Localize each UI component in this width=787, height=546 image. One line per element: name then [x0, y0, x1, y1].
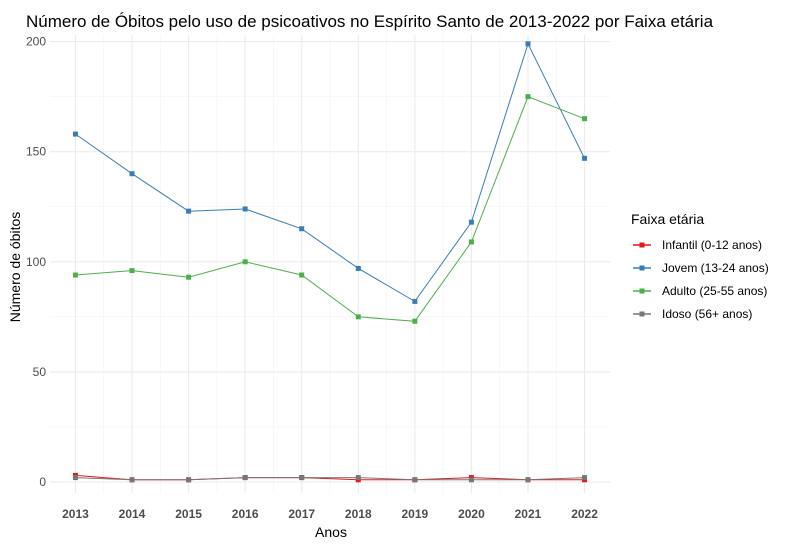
data-point [412, 318, 418, 324]
data-point [242, 475, 248, 481]
data-point [525, 41, 531, 47]
chart-title: Número de Óbitos pelo uso de psicoativos… [26, 12, 714, 31]
data-point [129, 477, 135, 483]
x-tick-label: 2020 [458, 507, 485, 521]
grid [50, 35, 610, 493]
data-point [299, 226, 305, 232]
x-tick-label: 2013 [62, 507, 89, 521]
y-tick-label: 0 [39, 475, 46, 489]
legend-key-marker [639, 265, 645, 271]
data-point [72, 272, 78, 278]
data-point [582, 475, 588, 481]
y-axis-title: Número de óbitos [7, 212, 23, 323]
y-tick-label: 200 [26, 35, 46, 49]
data-point [72, 475, 78, 481]
data-point [242, 206, 248, 212]
y-tick-label: 50 [33, 365, 47, 379]
legend-label: Idoso (56+ anos) [662, 307, 752, 321]
data-point [186, 274, 192, 280]
series-line [75, 42, 585, 303]
legend: Faixa etária Infantil (0-12 anos) Jovem (… [631, 211, 769, 321]
legend-label: Infantil (0-12 anos) [662, 238, 762, 252]
data-point [129, 268, 135, 274]
data-point [355, 265, 361, 271]
data-point [582, 155, 588, 161]
x-tick-label: 2014 [119, 507, 146, 521]
x-axis-ticks: 2013 2014 2015 2016 2017 2018 2019 2020 2021 2022 [62, 507, 598, 521]
x-axis-title: Anos [315, 524, 347, 540]
y-axis-ticks: 0 50 100 150 200 [26, 35, 46, 489]
x-tick-label: 2022 [571, 507, 598, 521]
x-tick-label: 2018 [345, 507, 372, 521]
data-point [468, 239, 474, 245]
legend-item: Idoso (56+ anos) [633, 307, 752, 321]
legend-item: Jovem (13-24 anos) [633, 261, 769, 275]
data-point [129, 171, 135, 177]
y-tick-label: 100 [26, 255, 46, 269]
x-tick-label: 2015 [175, 507, 202, 521]
data-point [582, 116, 588, 122]
series-group [72, 41, 588, 483]
data-point [525, 477, 531, 483]
x-tick-label: 2019 [401, 507, 428, 521]
x-tick-label: 2016 [232, 507, 259, 521]
data-point [242, 259, 248, 265]
series-3 [72, 475, 588, 483]
series-line [75, 96, 585, 322]
data-point [355, 475, 361, 481]
series-1 [72, 41, 588, 304]
legend-item: Infantil (0-12 anos) [633, 238, 762, 252]
data-point [468, 219, 474, 225]
data-point [355, 314, 361, 320]
data-point [525, 94, 531, 100]
legend-key-marker [639, 288, 645, 294]
series-2 [72, 94, 588, 324]
y-tick-label: 150 [26, 145, 46, 159]
legend-key-marker [639, 242, 645, 248]
data-point [186, 208, 192, 214]
data-point [468, 477, 474, 483]
series-line [75, 477, 585, 481]
data-point [72, 131, 78, 137]
data-point [299, 272, 305, 278]
legend-item: Adulto (25-55 anos) [633, 284, 767, 298]
x-tick-label: 2017 [288, 507, 315, 521]
legend-label: Jovem (13-24 anos) [662, 261, 769, 275]
data-point [412, 477, 418, 483]
legend-title: Faixa etária [631, 211, 704, 227]
legend-key-marker [639, 311, 645, 317]
data-point [299, 475, 305, 481]
data-point [412, 298, 418, 304]
legend-label: Adulto (25-55 anos) [662, 284, 767, 298]
data-point [186, 477, 192, 483]
x-tick-label: 2021 [515, 507, 542, 521]
